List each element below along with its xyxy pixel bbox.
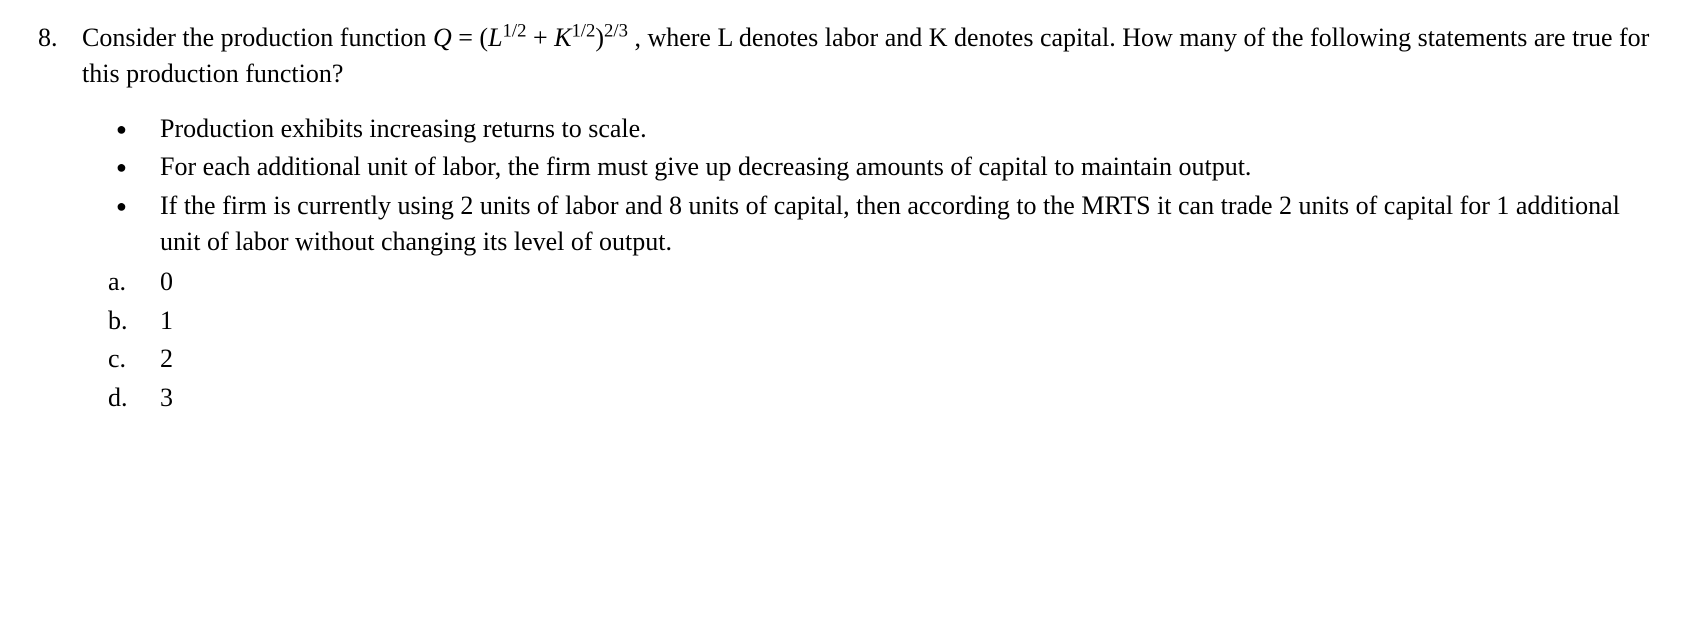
question-text: Consider the production function Q = (L1… (82, 20, 1664, 93)
bullet-text: For each additional unit of labor, the f… (160, 149, 1664, 185)
equation-eq: = (452, 23, 480, 52)
option-letter: a. (108, 264, 160, 300)
question-number: 8. (30, 20, 82, 93)
option-letter: d. (108, 380, 160, 416)
equation-K: K (554, 23, 571, 52)
option-value: 0 (160, 264, 1664, 300)
bullet-text: Production exhibits increasing returns t… (160, 111, 1664, 147)
bullet-item: ● If the firm is currently using 2 units… (108, 188, 1664, 261)
question-text-before: Consider the production function (82, 23, 433, 52)
equation-open: ( (479, 23, 488, 52)
equation-exp1: 1/2 (503, 20, 527, 41)
option-value: 3 (160, 380, 1664, 416)
equation-close: ) (595, 23, 604, 52)
options-list: a. 0 b. 1 c. 2 d. 3 (108, 264, 1664, 416)
question-row: 8. Consider the production function Q = … (30, 20, 1664, 93)
option-item: b. 1 (108, 303, 1664, 339)
bullet-item: ● Production exhibits increasing returns… (108, 111, 1664, 147)
option-value: 1 (160, 303, 1664, 339)
option-letter: b. (108, 303, 160, 339)
bullet-marker-icon: ● (108, 149, 160, 185)
bullet-marker-icon: ● (108, 111, 160, 147)
equation-exp2: 1/2 (571, 20, 595, 41)
option-item: d. 3 (108, 380, 1664, 416)
option-value: 2 (160, 341, 1664, 377)
equation-plus: + (526, 23, 554, 52)
bullet-list: ● Production exhibits increasing returns… (108, 111, 1664, 261)
bullet-marker-icon: ● (108, 188, 160, 261)
option-item: c. 2 (108, 341, 1664, 377)
equation-lhs: Q (433, 23, 452, 52)
equation-L: L (488, 23, 502, 52)
option-item: a. 0 (108, 264, 1664, 300)
bullet-text: If the firm is currently using 2 units o… (160, 188, 1664, 261)
option-letter: c. (108, 341, 160, 377)
bullet-item: ● For each additional unit of labor, the… (108, 149, 1664, 185)
equation-exp3: 2/3 (604, 20, 628, 41)
